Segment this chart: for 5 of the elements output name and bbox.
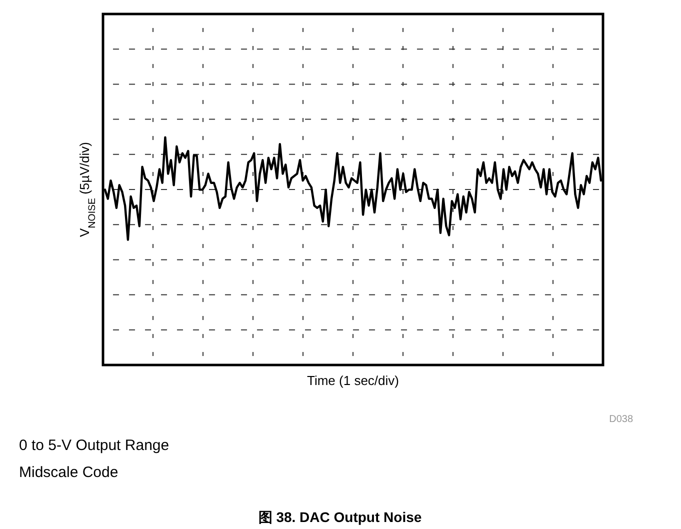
x-axis-title: Time (1 sec/div) <box>307 373 399 388</box>
text: 图 38. DAC Output Noise <box>258 509 422 525</box>
text: 0 to 5-V Output Range <box>19 437 170 454</box>
text: Midscale Code <box>19 464 118 481</box>
text: D038 <box>609 414 634 425</box>
